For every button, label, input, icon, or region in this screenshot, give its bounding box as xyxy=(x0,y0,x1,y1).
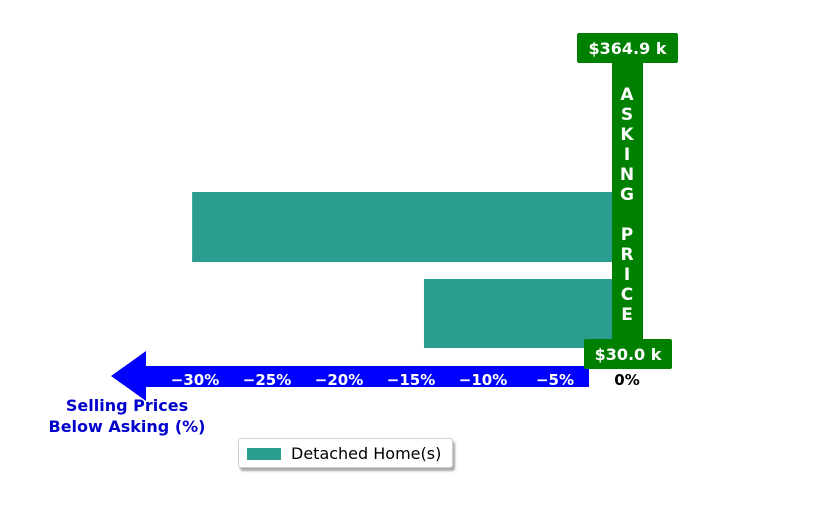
bar-1 xyxy=(423,279,627,348)
x-ticks-layer: −30% −25% −20% −15% −10% −5% 0% xyxy=(171,371,640,389)
x-tick-label-4: −10% xyxy=(459,371,507,389)
x-axis-label-line-1: Selling Prices xyxy=(66,396,188,415)
x-axis-label-line-2: Below Asking (%) xyxy=(49,417,206,436)
bottom-price-box xyxy=(584,339,672,369)
legend: Detached Home(s) xyxy=(238,438,453,468)
asking-price-column xyxy=(612,60,643,345)
x-tick-label-1: −25% xyxy=(243,371,291,389)
bar-0 xyxy=(192,192,627,262)
x-tick-label-3: −15% xyxy=(387,371,435,389)
bottom-price-label: $30.0 k xyxy=(595,345,662,364)
arrow-layer xyxy=(111,351,589,401)
x-tick-label-2: −20% xyxy=(315,371,363,389)
x-tick-label-0: −30% xyxy=(171,371,219,389)
x-tick-label-5: −5% xyxy=(536,371,574,389)
bars-layer xyxy=(192,192,627,348)
top-price-label: $364.9 k xyxy=(589,39,667,58)
legend-swatch xyxy=(247,448,281,460)
legend-label: Detached Home(s) xyxy=(291,444,442,463)
top-price-box xyxy=(577,33,678,63)
x-tick-label-6: 0% xyxy=(614,371,639,389)
x-axis-arrow xyxy=(111,351,589,401)
